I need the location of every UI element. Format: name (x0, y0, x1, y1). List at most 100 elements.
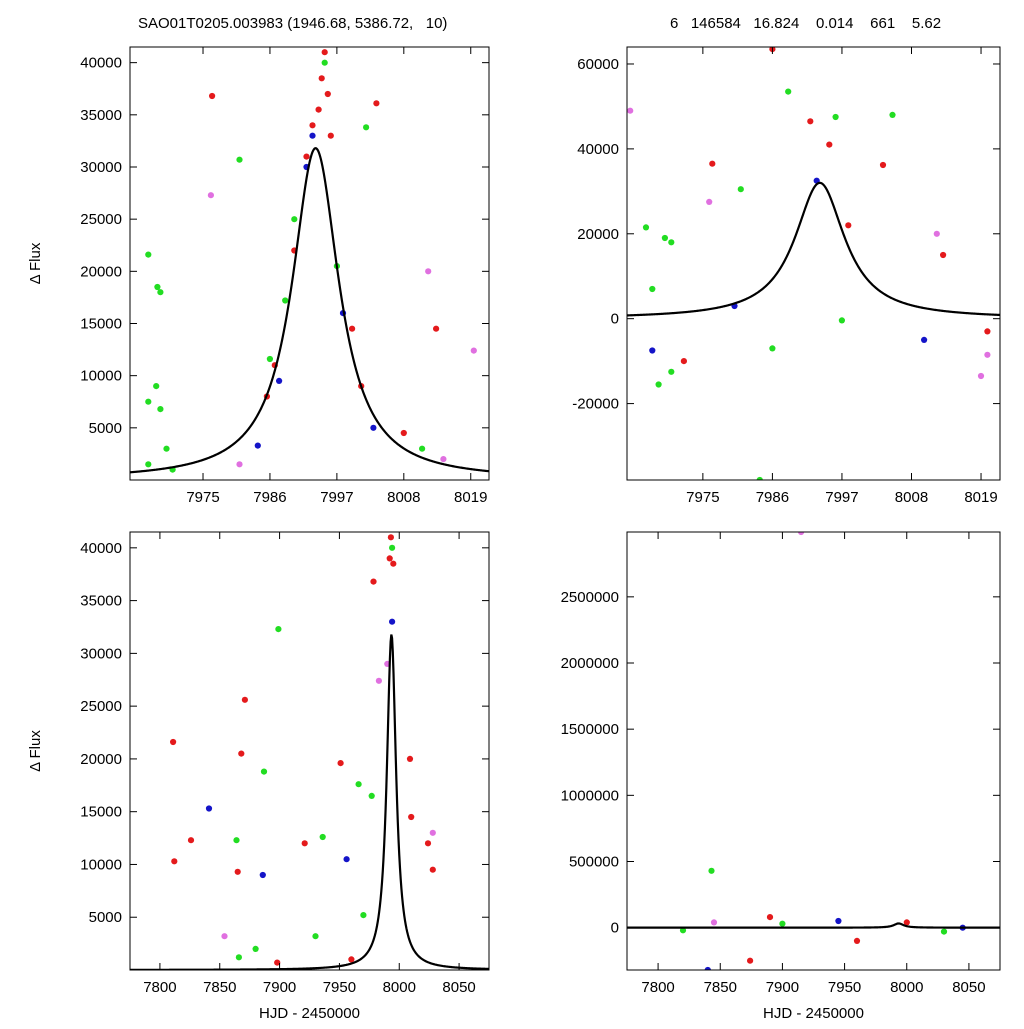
panel-bottom-right: 7800 7850 7900 7950 8000 8050 0 500000 1000000 15… (561, 531, 1001, 1022)
y-tick-label: 25000 (80, 211, 122, 228)
red-data-point (429, 866, 436, 873)
y-tick-label: 0 (611, 920, 619, 937)
green-data-point (145, 398, 152, 405)
red-data-point (680, 358, 688, 365)
green-data-point (291, 216, 298, 223)
fit-parameters-header: 6 146584 16.824 0.014 661 5.62 (670, 15, 942, 32)
y-tick-label: 30000 (80, 645, 122, 662)
model-curve (130, 634, 489, 970)
model-curve (627, 922, 1000, 929)
violet-data-point (429, 829, 436, 836)
blue-data-point (309, 132, 316, 139)
green-data-point (260, 768, 268, 775)
model-curve (627, 181, 1000, 317)
y-tick-label: 20000 (80, 751, 122, 768)
red-data-point (903, 919, 910, 926)
green-data-point (769, 345, 776, 352)
green-data-point (785, 88, 792, 95)
green-data-point (668, 368, 675, 375)
red-data-point (234, 868, 241, 875)
red-data-point (209, 92, 216, 100)
red-data-point (373, 100, 380, 107)
y-tick-label: 1000000 (561, 787, 619, 804)
violet-data-point (627, 107, 634, 114)
red-data-point (406, 755, 414, 763)
red-data-point (424, 840, 432, 847)
green-data-point (363, 124, 370, 131)
y-tick-label: 10000 (80, 856, 122, 873)
y-tick-label: 0 (611, 311, 619, 328)
red-data-point (349, 325, 356, 332)
red-data-point (238, 750, 245, 757)
x-tick-label: 7850 (203, 979, 236, 996)
plot-frame (129, 531, 490, 971)
green-data-point (368, 792, 375, 800)
x-axis-label: HJD - 2450000 (763, 1005, 864, 1022)
plot-frame (626, 46, 1001, 481)
plot-frame (626, 531, 1001, 971)
blue-data-point (389, 618, 396, 625)
violet-data-point (425, 268, 432, 275)
violet-data-point (207, 192, 214, 199)
green-data-point (642, 224, 650, 231)
y-tick-label: 500000 (569, 853, 619, 870)
x-tick-label: 7900 (766, 979, 799, 996)
y-tick-label: 25000 (80, 698, 122, 715)
red-data-point (274, 959, 281, 966)
red-data-point (241, 696, 248, 703)
violet-data-point (798, 532, 805, 536)
red-data-point (327, 132, 334, 139)
green-data-point (163, 445, 170, 452)
green-data-point (157, 289, 164, 296)
violet-data-point (933, 230, 940, 237)
y-tick-label: 10000 (80, 368, 122, 385)
red-data-point (400, 429, 407, 437)
green-data-point (649, 285, 656, 293)
y-tick-label: 5000 (89, 420, 122, 437)
green-data-point (419, 445, 426, 452)
y-tick-label: 35000 (80, 593, 122, 610)
y-tick-label: 15000 (80, 804, 122, 821)
green-data-point (832, 113, 839, 121)
red-data-point (709, 160, 716, 167)
x-tick-label: 7997 (320, 489, 353, 506)
violet-data-point (710, 919, 718, 926)
blue-data-point (343, 856, 350, 863)
y-tick-label: 40000 (577, 141, 619, 158)
blue-data-point (649, 347, 656, 354)
red-data-point (390, 560, 397, 567)
violet-data-point (977, 372, 985, 380)
x-tick-label: 7997 (825, 489, 858, 506)
x-tick-label: 7800 (143, 979, 176, 996)
data-points (170, 534, 436, 966)
violet-data-point (984, 351, 991, 358)
x-tick-label: 8008 (895, 489, 928, 506)
blue-data-point (921, 336, 928, 343)
red-data-point (879, 161, 887, 169)
red-data-point (301, 840, 308, 847)
panel-bottom-left: 7800 7850 7900 7950 8000 8050 5000 10000 15000 20… (27, 531, 490, 1022)
x-tick-label: 8008 (387, 489, 420, 506)
panel-top-left: 7975 7986 7997 8008 8019 5000 10000 15000 20000 2… (27, 46, 490, 506)
red-data-point (309, 122, 316, 129)
y-tick-label: -20000 (572, 396, 619, 413)
green-data-point (275, 626, 282, 633)
model-curve (130, 147, 489, 474)
green-data-point (940, 928, 948, 935)
x-tick-label: 7986 (756, 489, 789, 506)
y-tick-label: 2000000 (561, 655, 619, 672)
green-data-point (235, 954, 242, 961)
red-data-point (408, 813, 415, 821)
green-data-point (319, 833, 326, 841)
y-tick-label: 30000 (80, 159, 122, 176)
green-data-point (252, 945, 259, 953)
y-tick-label: 40000 (80, 55, 122, 72)
plot-frame (129, 46, 490, 481)
green-data-point (360, 912, 367, 919)
violet-data-point (470, 347, 477, 354)
x-tick-label: 8000 (890, 979, 923, 996)
violet-data-point (375, 677, 382, 684)
red-data-point (171, 858, 178, 865)
